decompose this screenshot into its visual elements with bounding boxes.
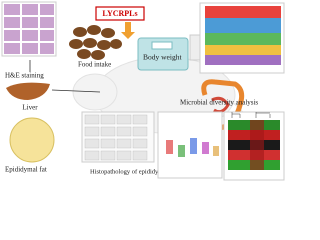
scale xyxy=(137,37,189,71)
bar-chart-image xyxy=(189,2,285,74)
fat-label: Epididymal fat xyxy=(5,166,47,174)
he-image-grid xyxy=(1,1,57,57)
boxplot-image xyxy=(157,111,223,179)
epididymal-fat xyxy=(9,117,55,163)
arrow xyxy=(121,22,135,39)
liver-label: Liver xyxy=(22,104,38,112)
histo-image-grid xyxy=(81,111,155,163)
food-pellets xyxy=(69,25,122,60)
treatment-label: LYCRPLs xyxy=(102,9,137,18)
heatmap-image xyxy=(223,111,285,181)
food-intake-label: Food intake xyxy=(78,61,111,69)
microbial-label: Microbial diversity analysis xyxy=(180,99,258,107)
graphical-abstract: LYCRPLs Food intake Body weight Microbia… xyxy=(1,1,285,181)
treatment-box xyxy=(95,6,145,21)
he-label: H&E staining xyxy=(5,72,44,80)
body-weight-label: Body weight xyxy=(143,53,182,62)
connector xyxy=(51,89,101,93)
histo-label: Histopathology of epididymal fat xyxy=(90,168,177,175)
liver xyxy=(6,82,50,100)
